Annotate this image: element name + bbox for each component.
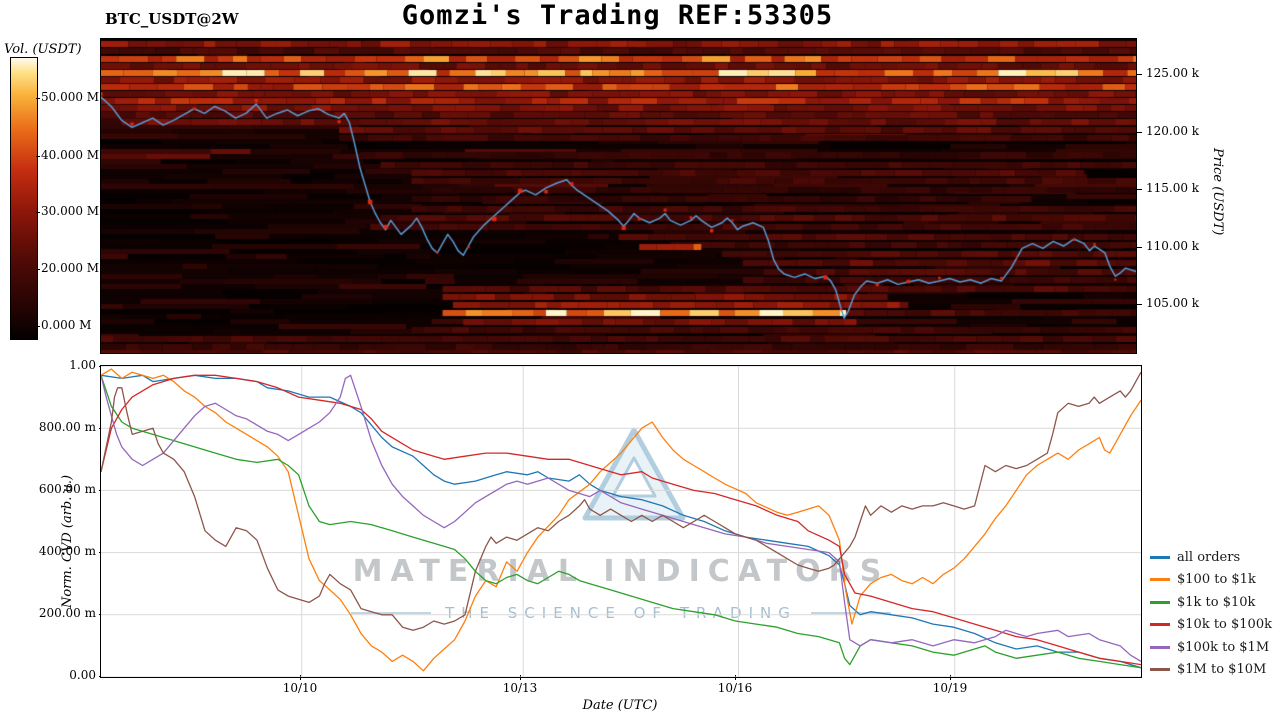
colorbar-tick: 50.000 M [35,90,100,104]
page-title: Gomzi's Trading REF:53305 [401,0,834,31]
cvd-y-tick: 0.00 [18,668,104,682]
cvd-svg [101,366,1141,677]
cvd-x-tick: 10/19 [920,675,980,695]
legend-swatch [1150,578,1170,582]
legend-item: $1k to $10k [1150,591,1272,614]
legend-item: $1M to $10M [1150,659,1272,682]
legend: all orders $100 to $1k $1k to $10k $10k … [1150,546,1272,681]
watermark-dash-left [351,612,432,614]
colorbar-tick: 30.000 M [35,204,100,218]
legend-swatch [1150,668,1170,672]
cvd-plot: MATERIAL INDICATORS THE SCIENCE OF TRADI… [100,365,1142,678]
legend-swatch [1150,555,1170,559]
legend-swatch [1150,645,1170,649]
price-tick: 125.00 k [1136,66,1200,80]
volume-colorbar [10,57,38,340]
watermark-subtext: THE SCIENCE OF TRADING [101,604,1141,622]
legend-item: $100k to $1M [1150,636,1272,659]
legend-item: $100 to $1k [1150,569,1272,592]
cvd-y-axis-label: Norm. CVD (arb. u.) [60,474,75,608]
price-axis-label: Price (USDT) [1210,148,1225,236]
cvd-y-tick: 600.00 m [18,482,104,496]
price-tick: 110.00 k [1136,239,1200,253]
cvd-x-tick: 10/10 [270,675,330,695]
watermark: MATERIAL INDICATORS THE SCIENCE OF TRADI… [101,366,1141,677]
price-tick: 115.00 k [1136,181,1200,195]
colorbar-title: Vol. (USDT) [4,42,82,57]
legend-item: $10k to $100k [1150,614,1272,637]
watermark-text: MATERIAL INDICATORS [352,554,890,589]
price-tick: 105.00 k [1136,296,1200,310]
heatmap-canvas [101,39,1136,353]
colorbar-tick: 40.000 M [35,148,100,162]
symbol-label: BTC_USDT@2W [105,10,239,28]
colorbar-tick: 20.000 M [35,261,100,275]
cvd-x-tick: 10/13 [490,675,550,695]
cvd-y-tick: 1.00 [18,358,104,372]
cvd-y-tick: 200.00 m [18,606,104,620]
colorbar-tick: 0.000 M [35,318,92,332]
cvd-y-tick: 800.00 m [18,420,104,434]
watermark-dash-right [810,612,891,614]
heatmap-plot [100,38,1137,354]
cvd-y-tick: 400.00 m [18,544,104,558]
cvd-x-axis-label: Date (UTC) [582,698,658,713]
legend-swatch [1150,600,1170,604]
cvd-x-tick: 10/16 [705,675,765,695]
legend-item: all orders [1150,546,1272,569]
legend-swatch [1150,623,1170,627]
price-tick: 120.00 k [1136,124,1200,138]
